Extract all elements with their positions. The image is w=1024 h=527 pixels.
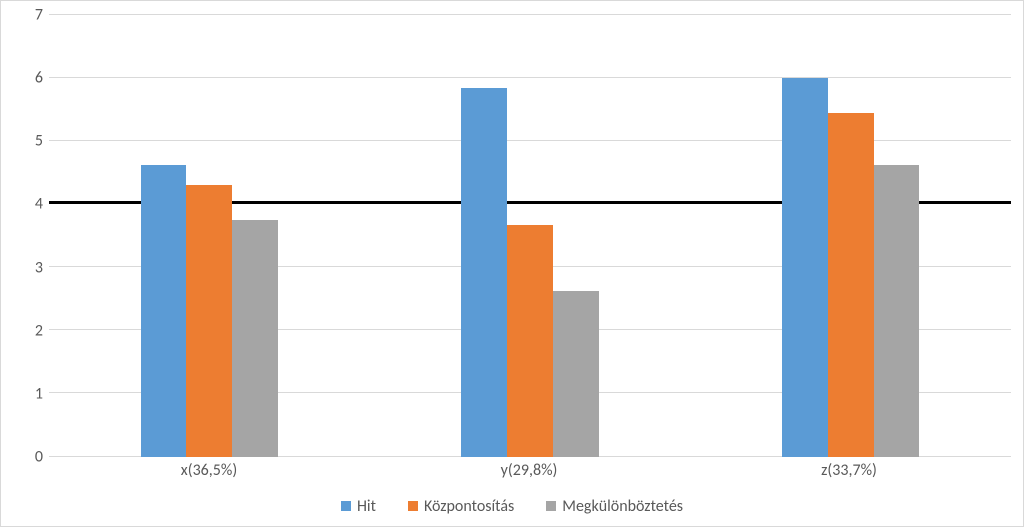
bars-area <box>49 15 1011 457</box>
bar <box>141 165 187 457</box>
y-tick-label: 2 <box>21 321 43 340</box>
y-tick-label: 5 <box>21 132 43 151</box>
legend-item: Központosítás <box>408 497 514 516</box>
legend-item: Megkülönböztetés <box>546 497 683 516</box>
bar <box>232 220 278 457</box>
bar <box>461 88 507 457</box>
y-tick-label: 0 <box>21 448 43 467</box>
x-axis-category-label: x(36,5%) <box>181 461 237 480</box>
x-axis-category-label: z(33,7%) <box>821 461 877 480</box>
legend-label: Hit <box>357 497 376 516</box>
bar <box>874 165 920 457</box>
legend-swatch <box>408 501 418 511</box>
plot-wrap: 01234567 <box>21 15 1011 457</box>
bar-group <box>431 15 630 457</box>
bar-group <box>110 15 309 457</box>
y-tick-label: 7 <box>21 6 43 25</box>
bar <box>553 291 599 457</box>
bar <box>186 185 232 457</box>
y-tick-label: 6 <box>21 69 43 88</box>
chart-frame: 0 1 2 3 4 5 6 7 x(36,5%) y(29,8%) z(33,7%) Hit Köz… <box>0 0 1024 527</box>
legend-item: Hit <box>341 497 376 516</box>
y-tick-label: 3 <box>21 258 43 277</box>
x-axis-labels: x(36,5%) y(29,8%) z(33,7%) <box>49 461 1009 485</box>
legend-label: Megkülönböztetés <box>562 497 683 516</box>
bar <box>507 225 553 457</box>
bar <box>828 113 874 457</box>
y-tick-label: 1 <box>21 384 43 403</box>
y-tick-label: 4 <box>21 195 43 214</box>
legend-label: Központosítás <box>424 497 514 516</box>
bar <box>782 78 828 457</box>
legend: Hit Központosítás Megkülönböztetés <box>1 497 1023 516</box>
legend-swatch <box>546 501 556 511</box>
bar-group <box>751 15 950 457</box>
legend-swatch <box>341 501 351 511</box>
x-axis-category-label: y(29,8%) <box>501 461 558 480</box>
